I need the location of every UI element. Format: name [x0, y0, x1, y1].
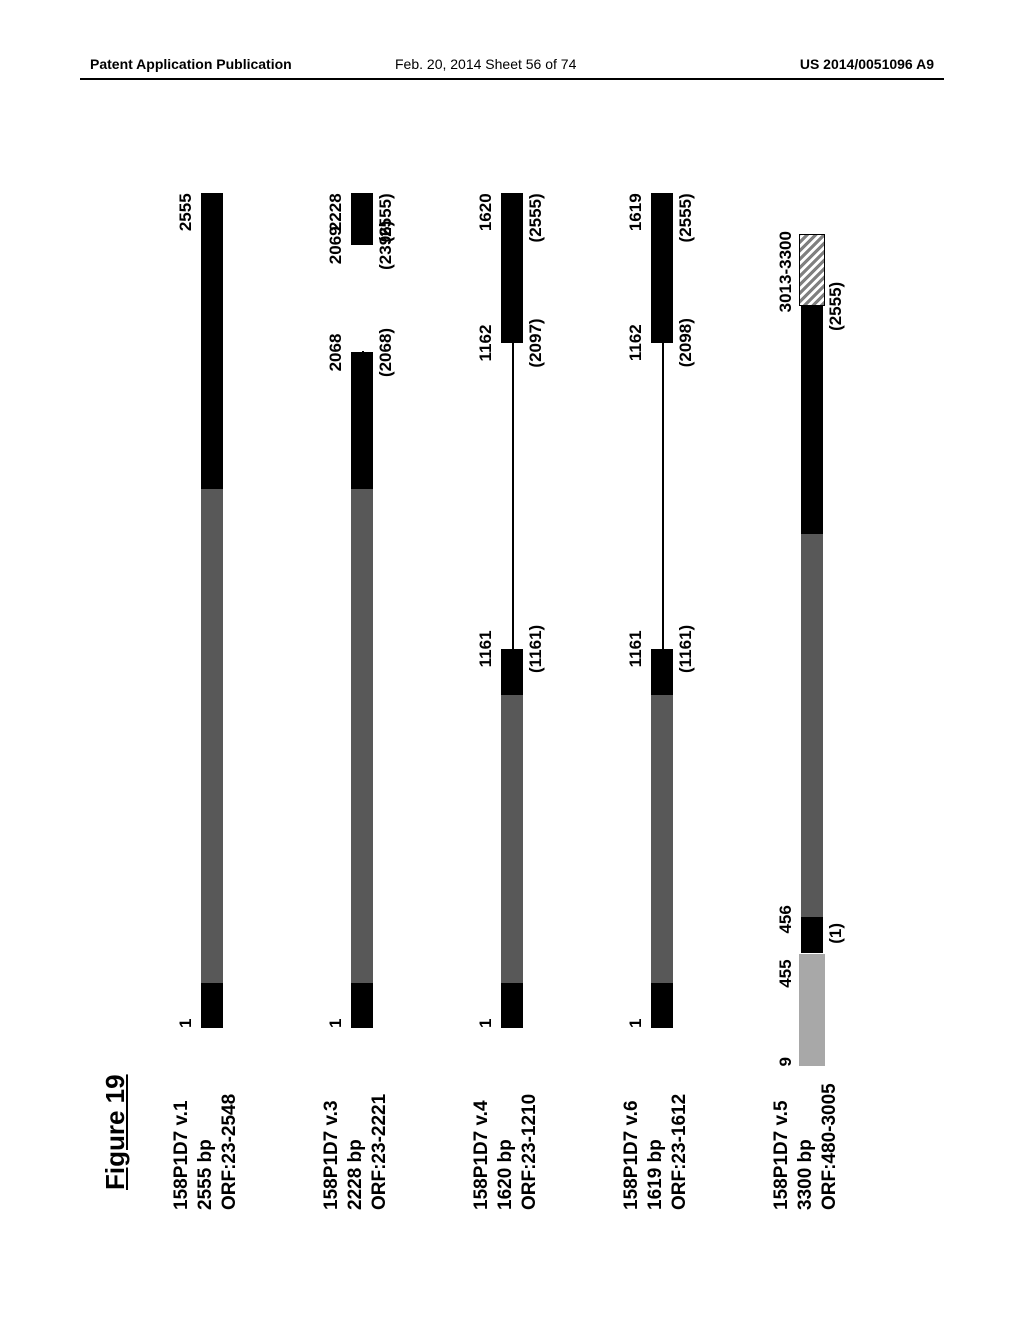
position-label-bottom: (2098): [676, 318, 696, 367]
variant-label-line: 2555 bp: [194, 1050, 218, 1210]
position-label-bottom: (2555): [526, 193, 546, 242]
position-label-bottom: (1): [826, 923, 846, 944]
variant-label-line: 158P1D7 v.5: [770, 1050, 794, 1210]
variant-labels: 158P1D7 v.32228 bpORF:23-2221: [320, 1050, 391, 1210]
variant-label-line: ORF:23-1210: [518, 1050, 542, 1210]
variant-label-line: 2228 bp: [344, 1050, 368, 1210]
figure-container: Figure 19 158P1D7 v.12555 bpORF:23-25481…: [100, 155, 920, 1210]
position-label-top: 1: [626, 1019, 646, 1028]
position-label-top: 1162: [626, 324, 646, 361]
position-label-top: 455: [776, 959, 796, 987]
position-label-top: 1: [476, 1019, 496, 1028]
variant-labels: 158P1D7 v.61619 bpORF:23-1612: [620, 1050, 691, 1210]
variant-labels: 158P1D7 v.12555 bpORF:23-2548: [170, 1050, 241, 1210]
track-segment: [801, 917, 823, 953]
position-label-top: 1619: [626, 193, 646, 231]
header-right: US 2014/0051096 A9: [800, 56, 934, 72]
position-label-bottom: (2555): [826, 282, 846, 331]
position-label-bottom: (2555): [676, 193, 696, 242]
variant-label-line: 158P1D7 v.4: [470, 1050, 494, 1210]
position-label-top: 9: [776, 1057, 796, 1066]
track-segment: [501, 649, 523, 695]
variant-label-line: 1620 bp: [494, 1050, 518, 1210]
variant-track: 1 1161 1162 1620 (1161) (2097) (2555): [470, 178, 580, 1028]
variant-labels: 158P1D7 v.53300 bpORF:480-3005: [770, 1050, 841, 1210]
track-segment: [501, 983, 523, 1028]
track-segment: [651, 983, 673, 1028]
page: Patent Application Publication Feb. 20, …: [0, 0, 1024, 1320]
variant-labels: 158P1D7 v.41620 bpORF:23-1210: [470, 1050, 541, 1210]
position-label-bottom: (2097): [526, 318, 546, 367]
position-label-top: 1162: [476, 325, 496, 362]
variant-label-line: 158P1D7 v.3: [320, 1050, 344, 1210]
header-rule: [80, 78, 944, 80]
page-header: Patent Application Publication Feb. 20, …: [0, 56, 1024, 86]
track-segment: [351, 353, 373, 490]
position-label-bottom: (2068): [376, 328, 396, 377]
track-segment: [501, 695, 523, 983]
figure-title: Figure 19: [100, 1074, 131, 1190]
position-label-top: 2555: [176, 193, 196, 231]
track-baseline: [662, 343, 664, 649]
track-segment: [351, 489, 373, 982]
variant-label-line: ORF:480-3005: [818, 1050, 842, 1210]
track-segment: [201, 983, 223, 1028]
position-label-top: 456: [776, 905, 796, 933]
track-segment: [201, 489, 223, 982]
position-label-bottom: (2555): [376, 193, 396, 242]
variant-label-line: 158P1D7 v.1: [170, 1050, 194, 1210]
track-baseline: [512, 343, 514, 649]
variant-label-line: ORF:23-2548: [218, 1050, 242, 1210]
variant-label-line: ORF:23-2221: [368, 1050, 392, 1210]
track-segment: [351, 193, 373, 245]
variant-label-line: 158P1D7 v.6: [620, 1050, 644, 1210]
track-segment: [501, 193, 523, 343]
track-segment: [801, 306, 823, 533]
variant-track: 1 2555: [170, 178, 280, 1028]
position-label-top: 1: [176, 1019, 196, 1028]
track-segment: [799, 234, 825, 307]
track-segment: [801, 534, 823, 917]
variant-label-line: ORF:23-1612: [668, 1050, 692, 1210]
track-segment: [651, 649, 673, 695]
variant-label-line: 1619 bp: [644, 1050, 668, 1210]
figure-inner: Figure 19 158P1D7 v.12555 bpORF:23-25481…: [100, 155, 920, 1210]
position-label-top: 1161: [476, 630, 496, 667]
position-label-top: 3013-3300: [776, 231, 796, 312]
track-segment: [201, 193, 223, 489]
track-segment: [651, 193, 673, 342]
track-segment: [799, 954, 825, 1067]
position-label-top: 2069: [326, 226, 346, 264]
variant-label-line: 3300 bp: [794, 1050, 818, 1210]
track-segment: [651, 695, 673, 983]
variant-track: 1206820692228(2068)(2396)(2555): [320, 178, 430, 1028]
position-label-top: 2068: [326, 334, 346, 372]
variant-track: 1 1161 1162 1619 (1161) (2098) (2555): [620, 178, 730, 1028]
header-center: Feb. 20, 2014 Sheet 56 of 74: [395, 56, 576, 72]
position-label-top: 1: [326, 1019, 346, 1028]
position-label-top: 1161: [626, 630, 646, 667]
header-left: Patent Application Publication: [90, 56, 292, 72]
position-label-bottom: (1161): [676, 625, 696, 673]
track-segment: [351, 983, 373, 1028]
position-label-bottom: (1161): [526, 625, 546, 673]
position-label-top: 2228: [326, 193, 346, 231]
variant-track: 94554563013-3300(1)(2555): [770, 178, 880, 1028]
position-label-top: 1620: [476, 193, 496, 231]
